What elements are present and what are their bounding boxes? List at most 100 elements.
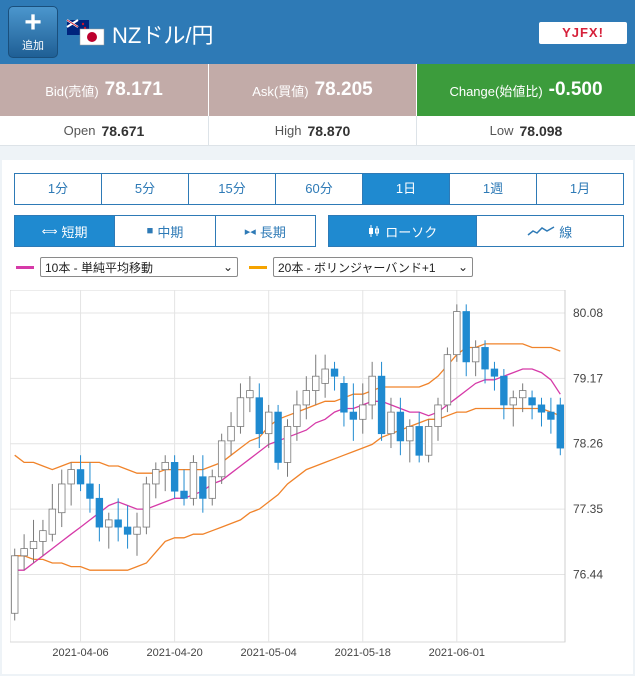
candle-body bbox=[528, 397, 536, 406]
candle-body bbox=[556, 404, 564, 449]
bb-select[interactable]: 20本 - ボリンジャーバンド+1 ⌄ bbox=[273, 257, 473, 277]
candle-body bbox=[152, 469, 160, 485]
candle-body bbox=[180, 490, 188, 499]
candle-body bbox=[312, 375, 320, 391]
candle-body bbox=[302, 390, 311, 406]
open-value: 78.671 bbox=[101, 122, 145, 139]
ask-box: Ask(買値) 78.205 bbox=[209, 64, 417, 116]
ma-swatch bbox=[16, 265, 34, 269]
tab-15min[interactable]: 15分 bbox=[189, 174, 276, 204]
candle-body bbox=[11, 555, 19, 614]
candle-body bbox=[274, 411, 282, 463]
term-short-button[interactable]: ⟺ 短期 bbox=[15, 216, 116, 246]
bid-label: Bid(売値) bbox=[45, 83, 99, 99]
candle-body bbox=[462, 311, 470, 363]
expand-arrows-icon: ⟺ bbox=[41, 225, 58, 238]
x-tick-label: 2021-06-01 bbox=[429, 647, 485, 659]
candle-body bbox=[547, 411, 555, 420]
candle-body bbox=[76, 469, 85, 485]
candle-body bbox=[29, 541, 38, 550]
term-mid-label: 中期 bbox=[157, 224, 184, 240]
candle-body bbox=[123, 526, 132, 535]
candle-body bbox=[518, 390, 527, 399]
line-chart-label: 線 bbox=[559, 224, 573, 240]
candle-body bbox=[67, 469, 75, 485]
bb-indicator: 20本 - ボリンジャーバンド+1 ⌄ bbox=[249, 257, 473, 277]
candle-body bbox=[377, 375, 386, 435]
tab-1week[interactable]: 1週 bbox=[450, 174, 537, 204]
tab-1month[interactable]: 1月 bbox=[537, 174, 623, 204]
y-tick-label: 76.44 bbox=[573, 567, 603, 581]
add-button[interactable]: + 追加 bbox=[8, 6, 58, 58]
compress-arrows-icon: ▸◂ bbox=[244, 225, 256, 238]
candle-body bbox=[537, 404, 546, 413]
bid-value: 78.171 bbox=[104, 79, 163, 100]
candle-body bbox=[189, 462, 198, 499]
candle-body bbox=[321, 368, 329, 384]
square-icon: ■ bbox=[146, 225, 154, 237]
candle-body bbox=[170, 462, 179, 492]
candle-body bbox=[359, 404, 367, 420]
candlestick-button[interactable]: ローソク bbox=[329, 216, 477, 246]
candle-body bbox=[105, 519, 113, 528]
pair-title: NZドル/円 bbox=[112, 23, 214, 48]
x-tick-label: 2021-05-18 bbox=[335, 647, 391, 659]
candle-body bbox=[236, 397, 245, 427]
candle-body bbox=[283, 426, 292, 463]
open-stat: Open 78.671 bbox=[0, 116, 209, 145]
y-tick-label: 80.08 bbox=[573, 306, 603, 320]
candle-body bbox=[415, 426, 423, 456]
candle-body bbox=[227, 426, 235, 442]
tab-1day[interactable]: 1日 bbox=[363, 174, 450, 204]
candle-body bbox=[142, 483, 151, 528]
tab-60min[interactable]: 60分 bbox=[276, 174, 363, 204]
candle-body bbox=[443, 354, 452, 406]
term-short-label: 短期 bbox=[61, 224, 88, 240]
bid-box: Bid(売値) 78.171 bbox=[0, 64, 209, 116]
change-box: Change(始値比) -0.500 bbox=[417, 64, 635, 116]
candle-body bbox=[490, 368, 499, 377]
tab-5min[interactable]: 5分 bbox=[102, 174, 189, 204]
candlestick-icon bbox=[369, 225, 380, 237]
candle-body bbox=[424, 426, 433, 456]
candle-body bbox=[340, 382, 348, 413]
candle-body bbox=[199, 476, 207, 499]
plus-icon: + bbox=[24, 6, 42, 39]
candle-body bbox=[264, 411, 273, 435]
candlestick-chart[interactable]: 2021-04-06 2021-04-20 2021-05-04 2021-05-18… bbox=[10, 290, 625, 662]
timeframe-selector: 1分 5分 15分 60分 1日 1週 1月 bbox=[14, 173, 624, 205]
chart-type-selector: ローソク 線 bbox=[328, 215, 624, 247]
candle-body bbox=[255, 397, 263, 435]
candle-body bbox=[293, 404, 301, 427]
candle-body bbox=[20, 548, 28, 557]
ma-select[interactable]: 10本 - 単純平均移動 ⌄ bbox=[40, 257, 238, 277]
candle-body bbox=[95, 497, 104, 528]
high-stat: High 78.870 bbox=[209, 116, 417, 145]
bb-lower-line bbox=[14, 407, 561, 571]
brand-logo: YJFX! bbox=[539, 22, 627, 44]
add-label: 追加 bbox=[22, 40, 44, 52]
line-chart-button[interactable]: 線 bbox=[476, 216, 623, 246]
candle-body bbox=[387, 411, 395, 435]
candle-body bbox=[58, 483, 66, 514]
bb-swatch bbox=[249, 265, 267, 269]
top-bar: + 追加 NZドル/円 YJFX! bbox=[0, 0, 635, 64]
change-value: -0.500 bbox=[548, 79, 603, 100]
candle-body bbox=[500, 375, 508, 406]
candle-body bbox=[481, 347, 489, 370]
candle-body bbox=[86, 483, 94, 499]
term-long-button[interactable]: ▸◂ 長期 bbox=[215, 216, 315, 246]
candle-body bbox=[161, 462, 169, 470]
low-stat: Low 78.098 bbox=[417, 116, 635, 145]
y-tick-label: 79.17 bbox=[573, 371, 603, 385]
candle-body bbox=[39, 530, 47, 542]
candle-body bbox=[471, 347, 480, 363]
x-tick-label: 2021-04-20 bbox=[146, 647, 202, 659]
y-tick-label: 77.35 bbox=[573, 502, 603, 516]
candlestick-label: ローソク bbox=[385, 224, 438, 240]
candle-body bbox=[114, 519, 122, 528]
tab-1min[interactable]: 1分 bbox=[15, 174, 102, 204]
term-mid-button[interactable]: ■ 中期 bbox=[115, 216, 216, 246]
term-selector: ⟺ 短期 ■ 中期 ▸◂ 長期 bbox=[14, 215, 316, 247]
y-tick-label: 78.26 bbox=[573, 437, 603, 451]
